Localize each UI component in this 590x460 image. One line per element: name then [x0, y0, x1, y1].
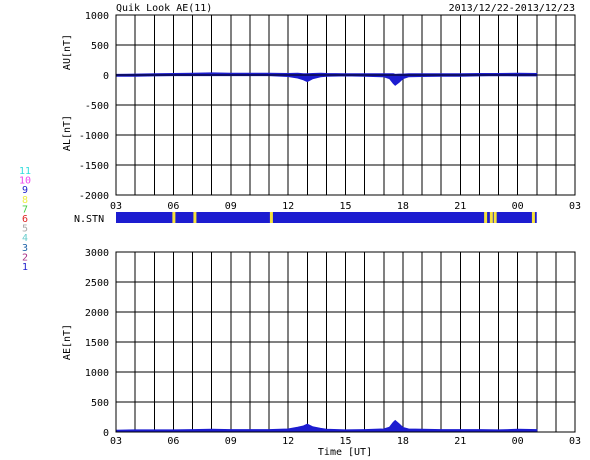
ae-grid — [115, 251, 576, 433]
au-al-y-ticks: 1000 500 0 -500 -1000 -1500 -2000 — [79, 11, 109, 202]
station-count-label: 8 — [22, 195, 28, 206]
au-al-frame — [115, 14, 576, 196]
au-al-y-tick-label: -1500 — [79, 161, 109, 172]
station-count-label: 6 — [22, 214, 28, 225]
au-al-y-tick-label: -500 — [85, 101, 109, 112]
ae-y-tick-label: 2500 — [85, 278, 109, 289]
au-al-y-tick-label: 500 — [91, 41, 109, 52]
chart-title: Quik Look AE(11) — [116, 3, 212, 14]
au-al-x-tick-label: 12 — [282, 201, 294, 212]
ae-series — [115, 419, 538, 433]
au-al-x-tick-label: 15 — [339, 201, 351, 212]
ae-y-tick-label: 0 — [103, 428, 109, 439]
au-al-grid — [115, 14, 576, 196]
al-axis-label: AL[nT] — [62, 115, 73, 151]
ae-x-tick-label: 03 — [110, 436, 122, 447]
station-count-label: 5 — [22, 224, 28, 235]
station-count-label: 1 — [22, 262, 28, 273]
au-al-x-tick-label: 09 — [225, 201, 237, 212]
station-count-label: 7 — [22, 204, 28, 215]
au-axis-label: AU[nT] — [62, 34, 73, 70]
al-series — [115, 74, 538, 86]
au-al-y-tick-label: 1000 — [85, 11, 109, 22]
au-al-traces — [115, 72, 575, 86]
ae-x-tick-label: 15 — [339, 436, 351, 447]
station-count-label: 4 — [22, 233, 28, 244]
ae-y-tick-label: 1500 — [85, 338, 109, 349]
ae-trace — [115, 419, 538, 433]
nstn-marker — [489, 212, 493, 223]
au-al-y-tick-label: 0 — [103, 71, 109, 82]
au-al-y-tick-label: -2000 — [79, 191, 109, 202]
x-axis-label: Time [UT] — [318, 447, 372, 458]
ae-x-tick-label: 03 — [569, 436, 581, 447]
au-al-x-tick-label: 00 — [512, 201, 524, 212]
nstn-bars — [116, 212, 537, 223]
station-count-label: 9 — [22, 185, 28, 196]
ae-x-tick-label: 12 — [282, 436, 294, 447]
station-count-label: 10 — [19, 176, 31, 187]
ae-x-tick-label: 06 — [167, 436, 179, 447]
ae-x-tick-label: 21 — [454, 436, 466, 447]
ae-frame — [115, 251, 576, 433]
nstn-marker — [269, 212, 273, 223]
nstn-marker — [484, 212, 488, 223]
ae-y-tick-label: 1000 — [85, 368, 109, 379]
au-al-x-tick-label: 03 — [110, 201, 122, 212]
au-series — [115, 72, 538, 76]
au-al-x-tick-label: 06 — [167, 201, 179, 212]
au-al-x-tick-label: 18 — [397, 201, 409, 212]
ae-y-tick-label: 500 — [91, 398, 109, 409]
ae-y-ticks: 3000 2500 2000 1500 1000 500 0 — [85, 248, 109, 439]
station-count-label: 11 — [19, 166, 31, 177]
ae-x-ticks: 03 06 09 12 15 18 21 00 03 — [110, 436, 581, 447]
nstn-label: N.STN — [74, 214, 104, 225]
ae-x-tick-label: 18 — [397, 436, 409, 447]
nstn-marker — [193, 212, 197, 223]
ae-y-tick-label: 3000 — [85, 248, 109, 259]
nstn-marker — [172, 212, 176, 223]
au-al-x-tick-label: 21 — [454, 201, 466, 212]
station-number-strip: N.STN — [74, 212, 537, 225]
station-count-label: 2 — [22, 252, 28, 263]
ae-x-tick-label: 09 — [225, 436, 237, 447]
nstn-bar — [116, 212, 537, 223]
au-al-y-tick-label: -1000 — [79, 131, 109, 142]
nstn-marker — [531, 212, 535, 223]
station-count-label: 3 — [22, 243, 28, 254]
au-al-x-ticks: 03 06 09 12 15 18 21 00 03 — [110, 201, 581, 212]
ae-x-tick-label: 00 — [512, 436, 524, 447]
date-range: 2013/12/22-2013/12/23 — [449, 3, 575, 14]
au-al-panel: 1000 500 0 -500 -1000 -1500 -2000 03 06 09 12 15 18… — [62, 11, 581, 212]
ae-axis-label: AE[nT] — [62, 324, 73, 360]
nstn-marker — [493, 212, 497, 223]
au-al-x-tick-label: 03 — [569, 201, 581, 212]
ae-y-tick-label: 2000 — [85, 308, 109, 319]
